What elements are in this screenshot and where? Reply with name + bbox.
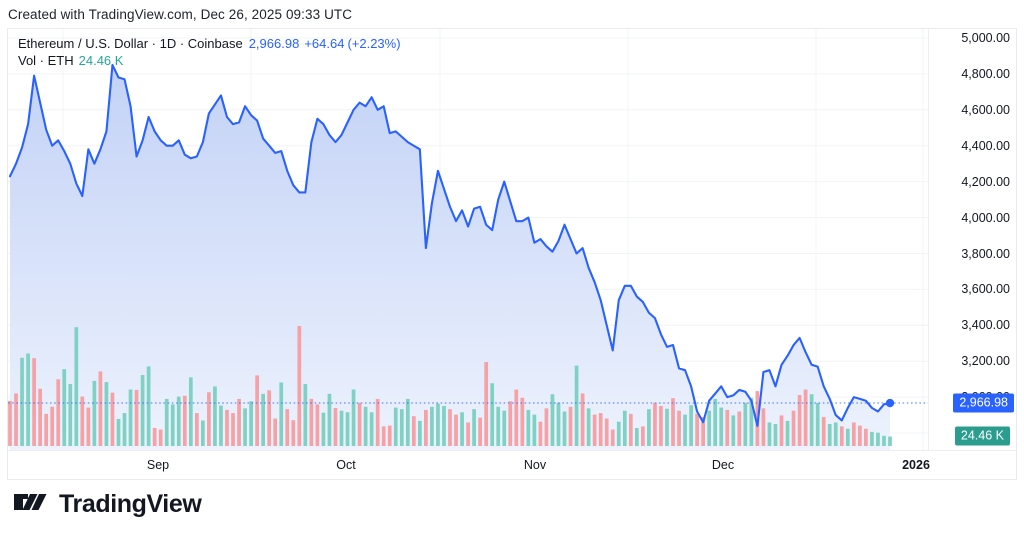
price-tick-label: 4,000.00 <box>961 210 1010 225</box>
last-price-marker <box>885 398 895 408</box>
tradingview-footer: TradingView <box>14 490 202 518</box>
price-tick-label: 4,400.00 <box>961 138 1010 153</box>
price-tick-label: 5,000.00 <box>961 31 1010 45</box>
time-tick-label: Nov <box>523 458 547 472</box>
chart-container[interactable]: Ethereum / U.S. Dollar · 1D · Coinbase 2,… <box>7 28 1017 480</box>
price-line <box>8 63 892 427</box>
time-tick-label: Oct <box>336 458 356 472</box>
price-volume-chart <box>8 29 929 451</box>
time-tick-label: Sep <box>146 458 170 472</box>
chart-plot-area[interactable] <box>8 29 929 451</box>
price-tick-label: 4,800.00 <box>961 66 1010 81</box>
price-tick-label: 3,200.00 <box>961 354 1010 369</box>
volume-bars <box>8 326 892 446</box>
price-scale[interactable]: 5,000.00 4,800.00 4,600.00 4,400.00 4,200.00… <box>928 29 1016 451</box>
time-tick-label: 2026 <box>902 458 930 472</box>
price-area-fill <box>10 64 890 451</box>
price-tick-label: 3,800.00 <box>961 246 1010 261</box>
tradingview-wordmark: TradingView <box>59 490 202 518</box>
attribution-text: Created with TradingView.com, Dec 26, 20… <box>8 7 353 22</box>
price-tick-label: 4,200.00 <box>961 174 1010 189</box>
price-tick-label: 3,600.00 <box>961 282 1010 297</box>
time-tick-label: Dec <box>711 458 735 472</box>
last-price-badge[interactable]: 2,966.98 <box>953 393 1014 413</box>
tradingview-logo-icon <box>14 493 50 516</box>
volume-value-badge[interactable]: 24.46 K <box>954 426 1010 446</box>
price-tick-label: 4,600.00 <box>961 102 1010 117</box>
time-scale[interactable]: Sep Oct Nov Dec 2026 <box>8 450 1016 479</box>
price-tick-label: 3,400.00 <box>961 318 1010 333</box>
